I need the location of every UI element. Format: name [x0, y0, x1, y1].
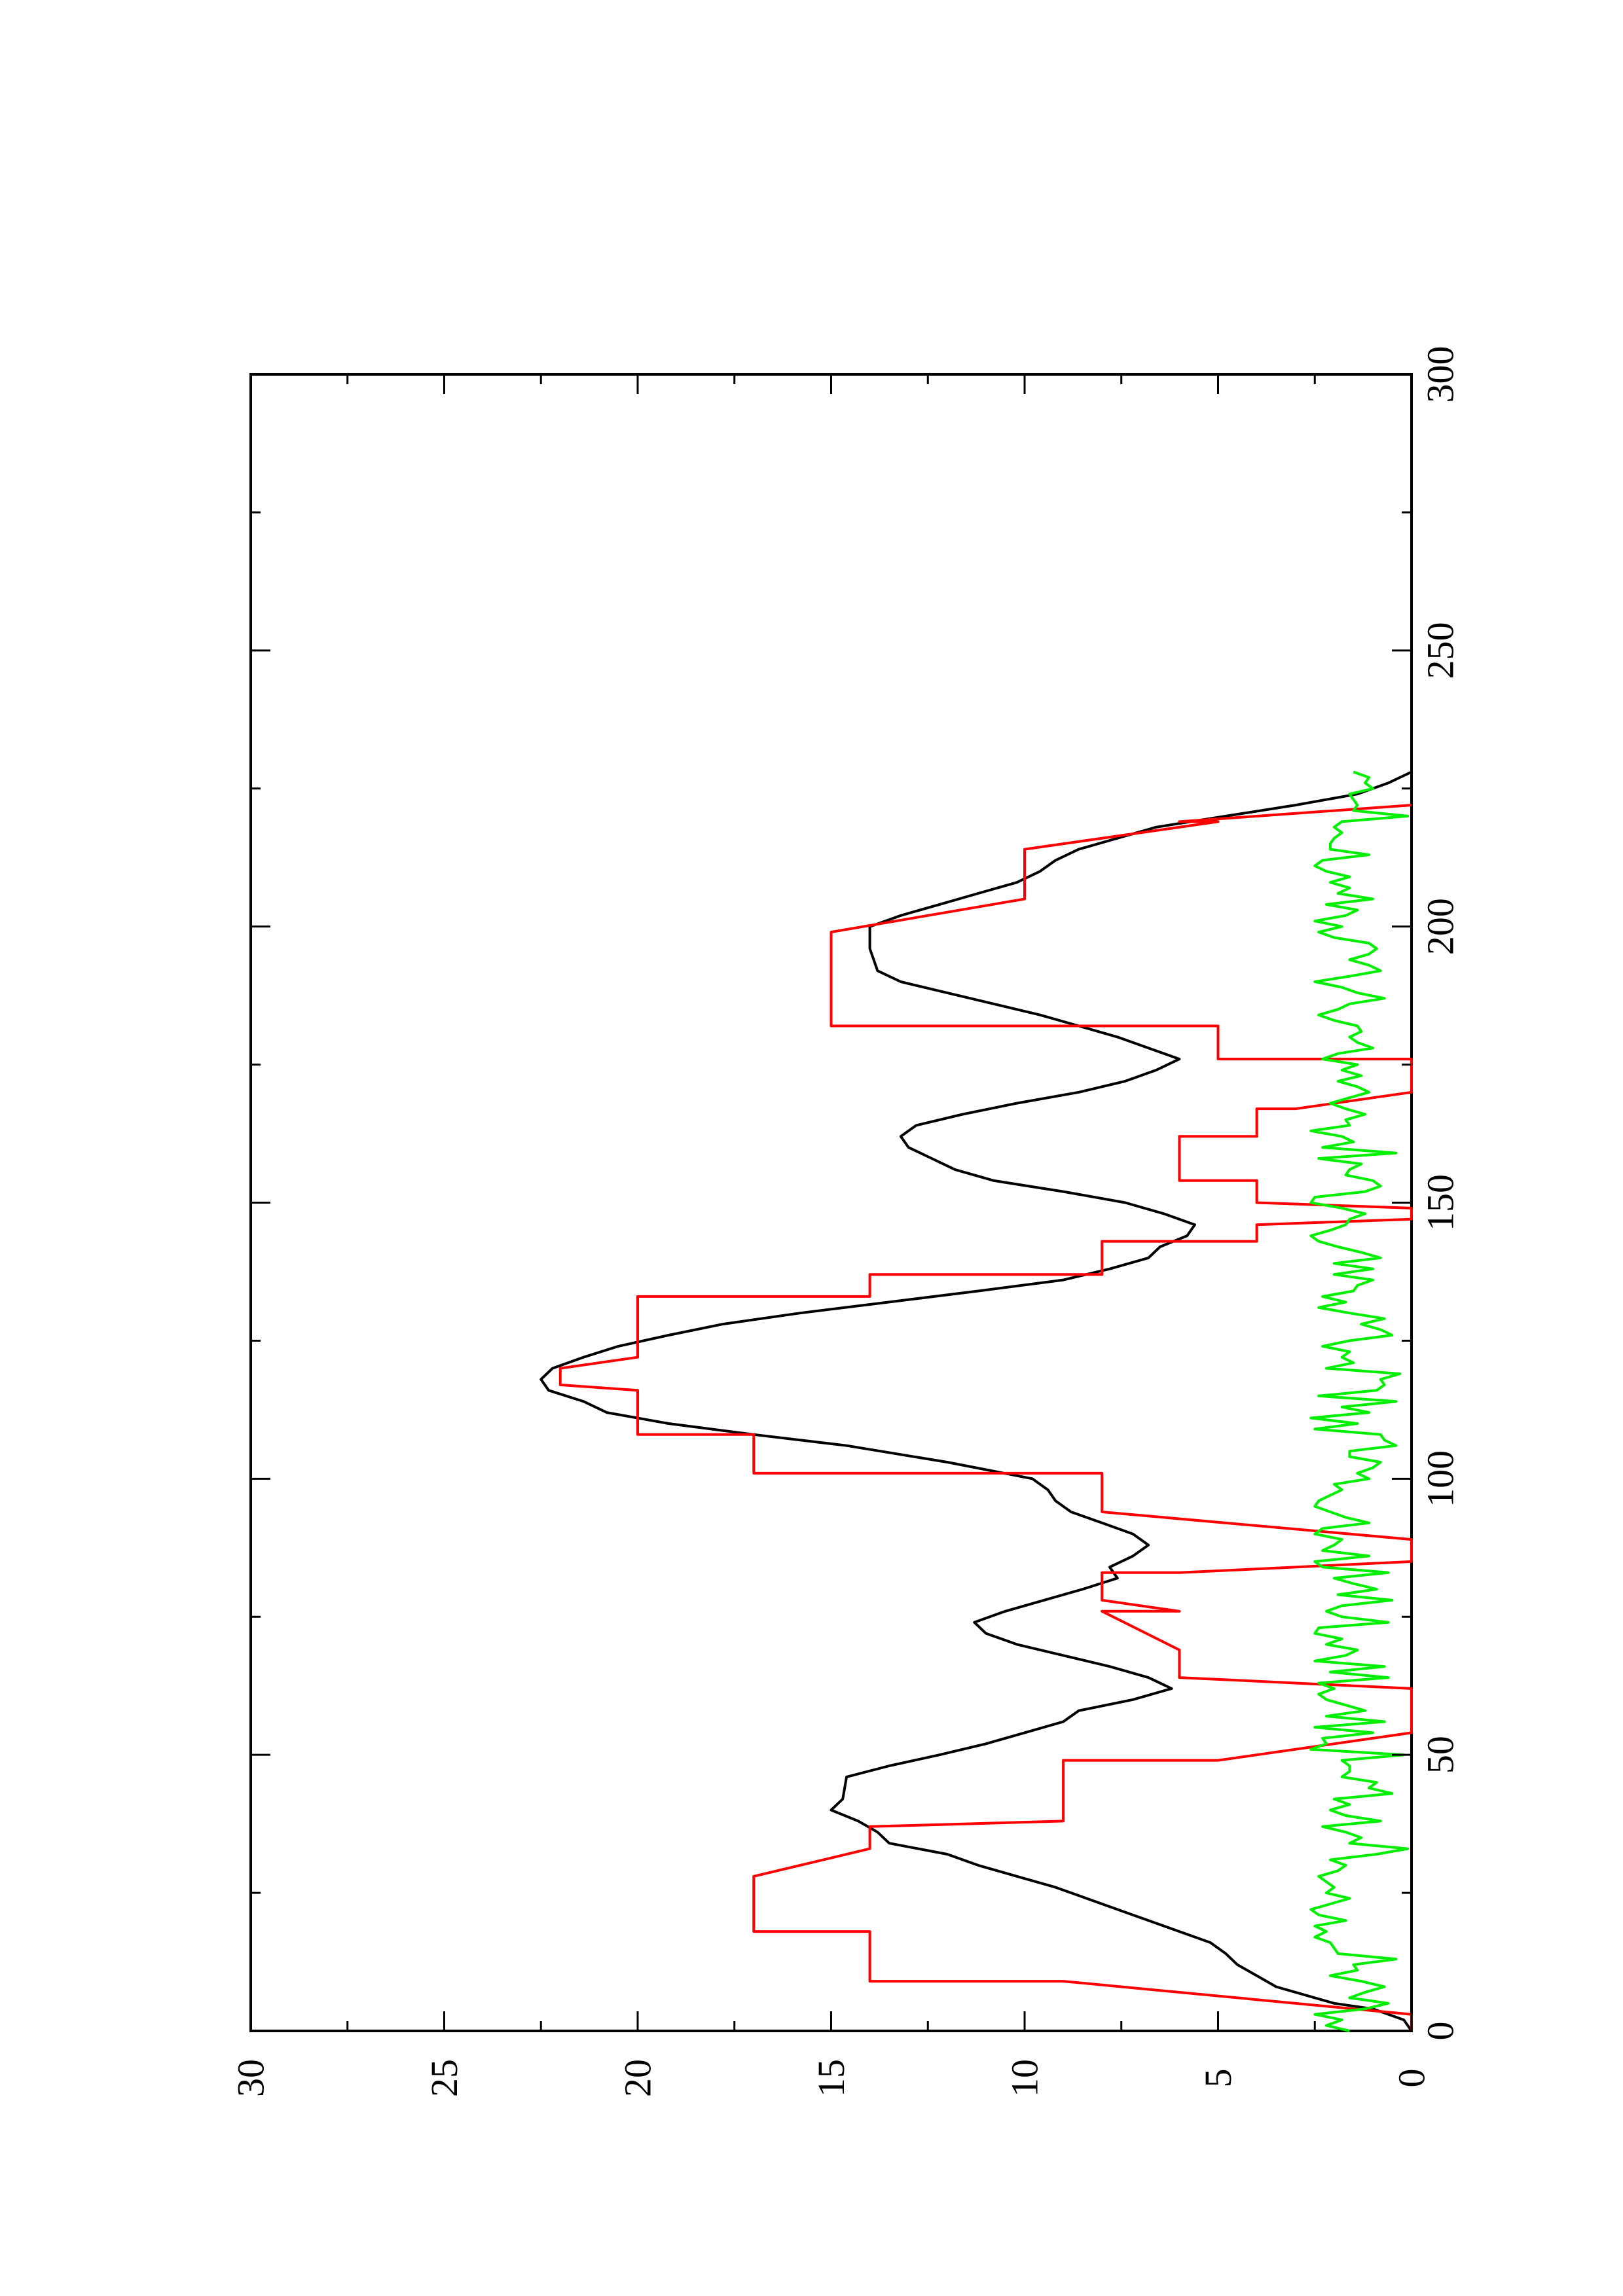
x-tick-label: 50 [1419, 1736, 1462, 1774]
x-tick-label: 100 [1419, 1450, 1462, 1507]
series-line-1 [558, 804, 1413, 2031]
y-tick-label: 25 [423, 2059, 465, 2097]
x-tick-label: 300 [1419, 346, 1462, 403]
tick-label-layer: 0 50 100 150 200 250 300 0 5 10 15 20 25 30 [230, 346, 1462, 2098]
plot-frame [249, 373, 1413, 2032]
y-tick-label: 30 [230, 2059, 272, 2097]
y-tick-label: 0 [1391, 2069, 1433, 2088]
x-tick-label: 0 [1419, 2022, 1462, 2041]
x-tick-label: 200 [1419, 898, 1462, 955]
y-tick-label: 20 [617, 2059, 659, 2097]
tick-layer [249, 373, 1413, 2032]
x-tick-label: 250 [1419, 622, 1462, 679]
x-tick-label: 150 [1419, 1174, 1462, 1231]
series-line-0 [539, 770, 1413, 2032]
y-tick-label: 10 [1004, 2059, 1046, 2097]
y-tick-label: 15 [810, 2059, 852, 2097]
series-line-2 [1309, 770, 1410, 2032]
series-layer [539, 770, 1413, 2032]
y-tick-label: 5 [1197, 2069, 1239, 2088]
